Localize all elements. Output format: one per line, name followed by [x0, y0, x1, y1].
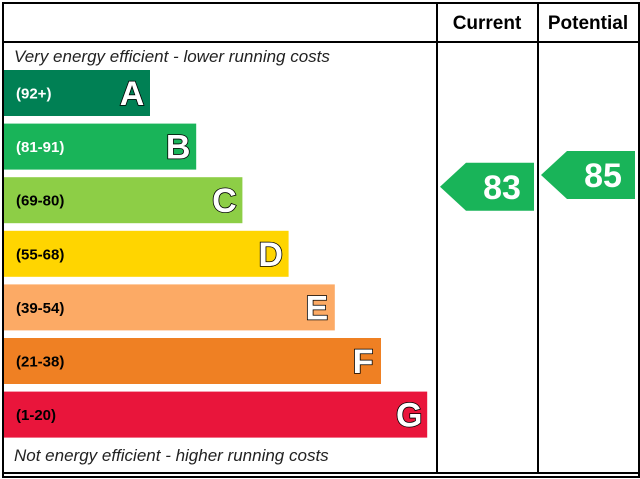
current-rating-arrow [440, 162, 534, 211]
band-c-range: (69-80) [16, 193, 64, 210]
current-column-header: Current [453, 13, 522, 34]
current-rating-indicator: 83 [440, 162, 534, 211]
band-c-bar [4, 177, 243, 224]
band-a-range: (92+) [16, 86, 51, 103]
potential-rating-value: 85 [584, 157, 622, 195]
band-g-letter: G [396, 397, 422, 435]
band-d-bar [4, 230, 289, 277]
bottom-caption: Not energy efficient - higher running co… [14, 446, 329, 465]
band-e-letter: E [305, 289, 328, 327]
potential-column-header: Potential [548, 13, 628, 34]
band-e-bar [4, 284, 335, 331]
band-a-bar [4, 70, 150, 116]
band-g-bar [4, 391, 428, 438]
band-d-range: (55-68) [16, 246, 64, 263]
band-d-letter: D [258, 236, 283, 274]
band-b-letter: B [166, 129, 191, 167]
potential-rating-indicator: 85 [541, 150, 635, 199]
band-f-letter: F [353, 343, 374, 381]
band-b-bar [4, 123, 197, 170]
band-c-letter: C [212, 182, 237, 220]
current-rating-value: 83 [483, 169, 521, 207]
band-f-range: (21-38) [16, 354, 64, 371]
band-e-range: (39-54) [16, 300, 64, 317]
top-caption: Very energy efficient - lower running co… [14, 47, 330, 66]
band-b-range: (81-91) [16, 139, 64, 156]
band-g-range: (1-20) [16, 407, 56, 424]
band-a-letter: A [120, 75, 145, 113]
potential-rating-arrow [541, 150, 635, 199]
rating-bands: (92+) A (81-91) B (69-80) C (55-68) D (39-54) E (2… [4, 70, 428, 438]
band-f-bar [4, 338, 381, 384]
